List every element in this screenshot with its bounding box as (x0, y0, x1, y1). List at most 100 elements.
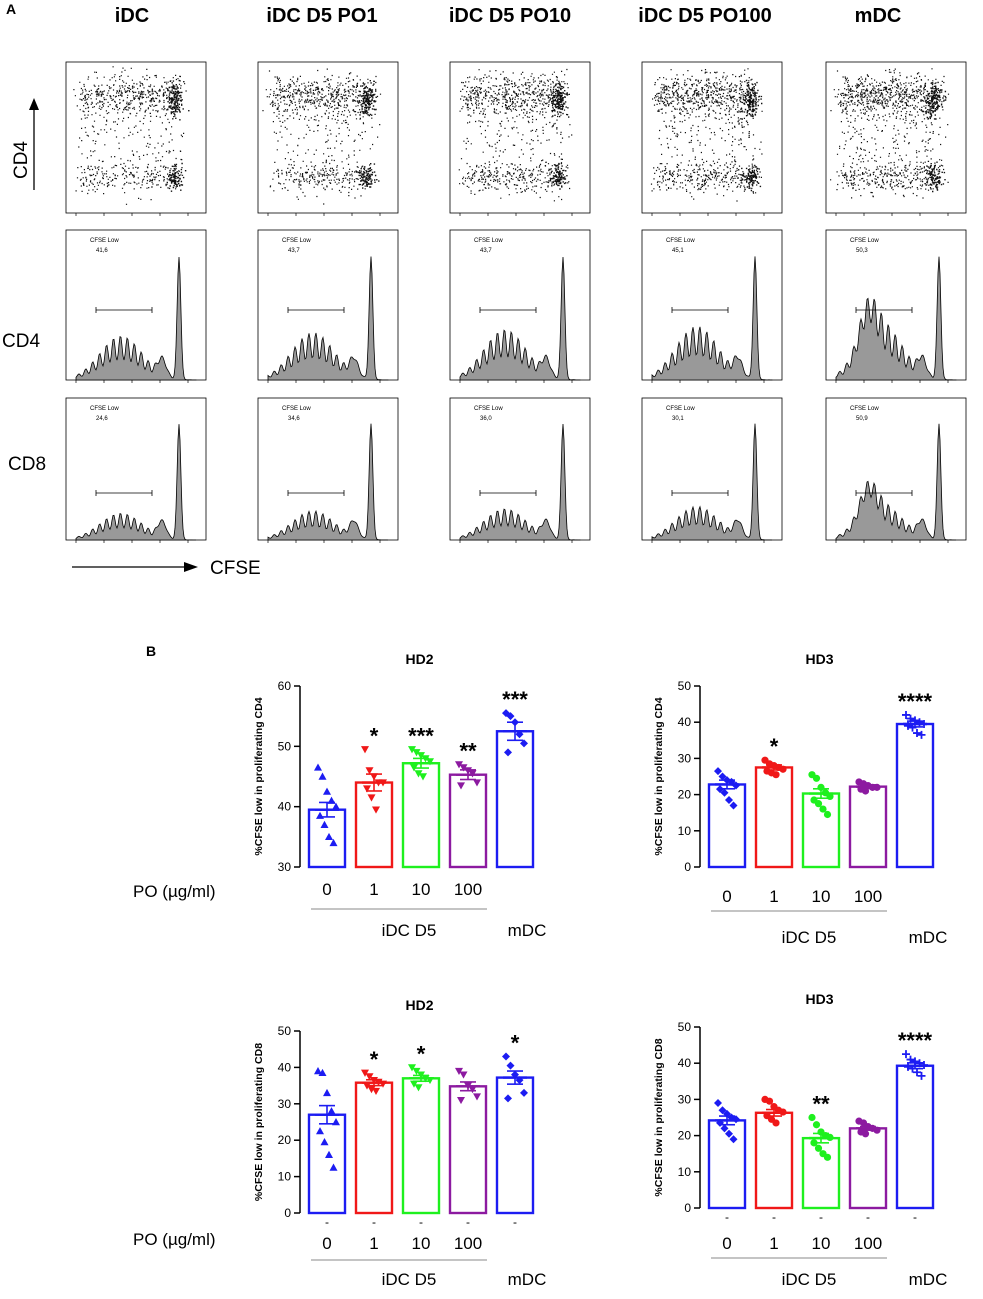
chart-title: HD3 (805, 651, 833, 667)
data-point (714, 1099, 722, 1108)
data-point (902, 710, 910, 719)
cd8-histogram-curve (651, 423, 773, 541)
data-point (323, 1088, 331, 1097)
data-point (729, 801, 738, 810)
data-point (314, 1067, 322, 1075)
data-point (814, 1144, 823, 1152)
y-tick-label: 40 (278, 800, 292, 814)
category-label: 0 (322, 1234, 331, 1253)
data-point (455, 761, 463, 769)
cd4-histogram-curve (267, 256, 389, 381)
cd4-gate-label: CFSE Low (666, 238, 695, 244)
y-tick-label: 0 (684, 860, 691, 874)
data-point (414, 1084, 423, 1092)
group-label-mdc: mDC (909, 928, 948, 947)
cd4-histogram-curve (651, 256, 773, 381)
cd4-gate-label: CFSE Low (282, 238, 311, 244)
dot-plot-events (262, 68, 382, 205)
panel-a-letter: A (6, 1, 16, 17)
y-tick-label: 0 (684, 1201, 691, 1215)
data-point (725, 1129, 733, 1138)
significance-mark: * (370, 723, 379, 748)
panel-a-column-2: CFSE Low 43,7 CFSE Low 34,6 (257, 61, 399, 543)
group-label-mdc: mDC (508, 1270, 547, 1289)
dot-plot-frame (825, 61, 967, 214)
dot-plot-events (830, 68, 950, 199)
bar-1 (754, 1111, 794, 1210)
data-point (823, 810, 832, 819)
data-point (318, 772, 327, 780)
dot-plot-events (458, 68, 573, 202)
data-point (361, 746, 369, 754)
y-tick-label: 50 (278, 1024, 292, 1038)
cd4-gate-value: 45,1 (672, 248, 684, 254)
data-point (913, 1068, 921, 1077)
data-point (410, 1080, 418, 1088)
category-label: 10 (412, 880, 431, 899)
y-tick-label: 20 (278, 1133, 292, 1147)
cd8-histogram-frame (257, 397, 399, 541)
cd8-gate-value: 34,6 (288, 416, 300, 422)
y-tick-label: 10 (678, 1165, 692, 1179)
cd8-histogram-curve (75, 424, 196, 541)
y-tick-label: 10 (678, 824, 692, 838)
bar-mDC (495, 730, 535, 869)
y-tick-label: 40 (278, 1060, 292, 1074)
category-label: 0 (722, 1234, 731, 1253)
data-point (772, 1119, 780, 1127)
bar-mDC (895, 1064, 935, 1210)
data-point (459, 1071, 468, 1079)
col-header-idc-po1: iDC D5 PO1 (266, 5, 377, 27)
y-tick-label: 30 (278, 1097, 292, 1111)
chart-title: HD3 (805, 991, 833, 1007)
category-dash: - (372, 1215, 376, 1229)
po-label-top: PO (µg/ml) (133, 882, 216, 901)
cd4-histogram-curve (835, 256, 957, 381)
data-point (325, 832, 333, 841)
col-header-idc: iDC (115, 5, 149, 27)
group-label-idc-d5: iDC D5 (382, 921, 437, 940)
category-label: 0 (322, 880, 331, 899)
data-point (473, 1093, 481, 1101)
category-label: 1 (769, 887, 778, 906)
panel-a-column-1: CFSE Low 41,6 CFSE Low 24,6 (65, 61, 207, 543)
cd8-histogram-frame (65, 397, 207, 541)
cd4-gate-value: 50,3 (856, 248, 868, 254)
category-dash: - (513, 1215, 517, 1229)
y-tick-label: 30 (678, 751, 692, 765)
cd8-gate-label: CFSE Low (90, 406, 119, 412)
bar-0 (307, 1113, 347, 1215)
category-label: 10 (412, 1234, 431, 1253)
data-point (455, 1067, 463, 1076)
y-axis-label: %CFSE low in proliferating CD8 (653, 1038, 665, 1196)
cd8-histogram-curve (267, 423, 389, 541)
bar-100 (448, 1085, 488, 1215)
group-label-mdc: mDC (508, 921, 547, 940)
cd4-axis-arrow (29, 98, 39, 190)
data-point (504, 748, 512, 757)
bar-1 (754, 766, 794, 869)
y-tick-label: 60 (278, 679, 292, 693)
po-label-bottom: PO (µg/ml) (133, 1230, 216, 1249)
data-point (408, 746, 416, 754)
y-tick-label: 50 (678, 679, 692, 693)
category-label: 0 (722, 887, 731, 906)
data-point (506, 1061, 515, 1070)
data-point (718, 772, 727, 781)
category-dash: - (725, 1210, 729, 1224)
cd8-gate-value: 24,6 (96, 416, 108, 422)
category-label: 100 (454, 880, 482, 899)
y-tick-label: 50 (278, 739, 292, 753)
dot-plot-frame (641, 61, 783, 214)
bar-10 (401, 1077, 441, 1215)
data-point (365, 1073, 374, 1081)
cfse-axis-label: CFSE (210, 558, 261, 579)
data-point (316, 1127, 324, 1135)
chart-1: HD2 30 40 50 60 %CFSE low in proliferating CD… (253, 651, 546, 940)
cd8-histogram-curve (835, 423, 956, 541)
y-tick-label: 50 (678, 1020, 692, 1034)
data-point (325, 1150, 333, 1158)
category-dash: - (466, 1215, 470, 1229)
data-point (457, 1096, 465, 1105)
col-header-idc-po100: iDC D5 PO100 (638, 5, 771, 27)
